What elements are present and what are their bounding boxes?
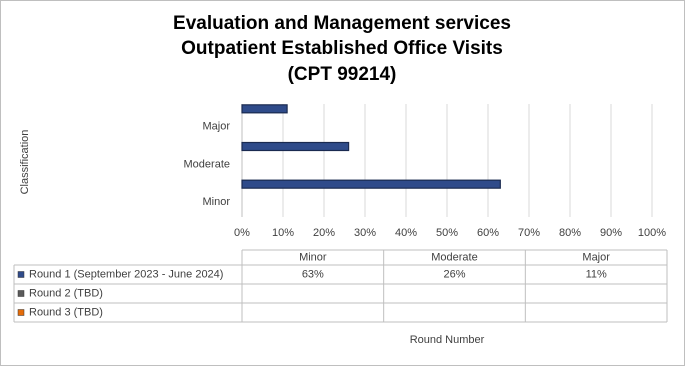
legend-label: Round 3 (TBD): [29, 306, 103, 318]
table-header: Minor: [299, 251, 327, 263]
x-tick-label: 100%: [638, 227, 666, 239]
table-value: 26%: [443, 268, 465, 280]
legend-label: Round 2 (TBD): [29, 287, 103, 299]
x-tick-label: 70%: [518, 227, 540, 239]
y-tick-label: Minor: [202, 196, 230, 208]
y-axis-label: Classification: [19, 130, 31, 195]
x-tick-label: 10%: [272, 227, 294, 239]
x-tick-label: 50%: [436, 227, 458, 239]
legend-key: [17, 290, 25, 297]
x-tick-label: 90%: [600, 227, 622, 239]
legend-label: Round 1 (September 2023 - June 2024): [29, 268, 223, 280]
bar: [241, 104, 288, 114]
y-tick-label: Moderate: [184, 158, 230, 170]
table-value: 63%: [302, 268, 324, 280]
chart-title: Outpatient Established Office Visits: [181, 38, 503, 59]
x-tick-label: 40%: [395, 227, 417, 239]
x-tick-label: 20%: [313, 227, 335, 239]
table-header: Moderate: [431, 251, 477, 263]
x-tick-label: 80%: [559, 227, 581, 239]
bar: [241, 179, 501, 189]
bar: [241, 141, 350, 152]
chart-title: Evaluation and Management services: [173, 13, 511, 34]
legend-key: [17, 271, 25, 278]
x-axis-label: Round Number: [410, 334, 485, 346]
legend-key: [17, 309, 25, 316]
x-tick-label: 0%: [234, 227, 250, 239]
x-tick-label: 30%: [354, 227, 376, 239]
y-tick-label: Major: [202, 121, 230, 133]
table-header: Major: [582, 251, 610, 263]
chart-title: (CPT 99214): [288, 64, 397, 85]
x-tick-label: 60%: [477, 227, 499, 239]
table-value: 11%: [586, 268, 607, 280]
